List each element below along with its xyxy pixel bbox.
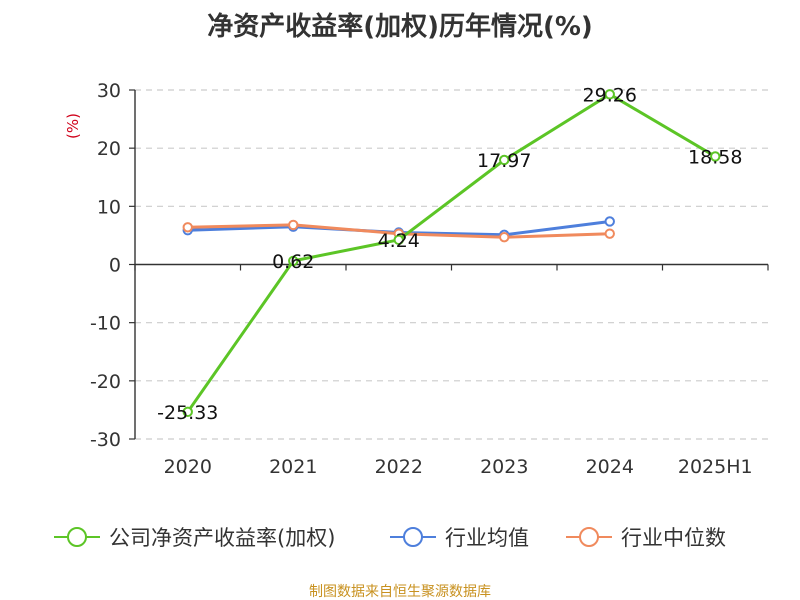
data-point [710, 151, 721, 162]
data-labels: -25.33 0.62 4.24 17.97 29.26 18.58 [157, 84, 742, 424]
data-point [182, 222, 193, 233]
data-label: 0.62 [272, 251, 314, 273]
y-tick-label: 10 [97, 196, 121, 218]
data-label: 17.97 [477, 150, 531, 172]
data-label: 29.26 [583, 84, 637, 106]
data-label: 18.58 [688, 146, 742, 168]
legend-swatch-marker [67, 527, 87, 547]
legend-label: 行业均值 [445, 526, 529, 550]
source-note: 制图数据来自恒生聚源数据库 [309, 584, 491, 600]
data-point [499, 154, 510, 166]
legend-swatch-marker [403, 527, 423, 547]
series-lines [182, 89, 721, 418]
data-point [499, 231, 510, 243]
data-point [182, 406, 193, 418]
x-tick-label: 2025H1 [678, 456, 753, 478]
data-label: -25.33 [157, 402, 218, 424]
data-point [604, 89, 615, 100]
data-label: 4.24 [378, 230, 420, 252]
data-point [288, 219, 299, 231]
y-tick-label: -20 [90, 371, 121, 393]
y-axis-unit-label: (%) [64, 113, 82, 139]
x-tick-label: 2023 [480, 456, 528, 478]
legend: 公司净资产收益率(加权) 行业均值 行业中位数 [54, 526, 726, 550]
y-tick-label: -10 [90, 313, 121, 335]
legend-label: 公司净资产收益率(加权) [109, 526, 335, 550]
legend-swatch-marker [579, 527, 599, 547]
y-tick-label: 20 [97, 138, 121, 160]
x-tick-label: 2022 [375, 456, 423, 478]
x-tick-label: 2020 [164, 456, 212, 478]
axes: 30 20 10 0 -10 -20 -30 2020 2021 2022 2023 2024 2025… [90, 80, 769, 478]
x-tick-label: 2021 [269, 456, 317, 478]
x-tick-label: 2024 [586, 456, 634, 478]
y-tick-label: 0 [109, 255, 121, 277]
data-point [288, 255, 299, 267]
y-tick-label: 30 [97, 80, 121, 102]
chart-title: 净资产收益率(加权)历年情况(%) [207, 11, 593, 42]
legend-label: 行业中位数 [621, 526, 726, 550]
series-line-0 [186, 92, 717, 414]
data-point [393, 234, 404, 246]
y-tick-label: -30 [90, 429, 121, 451]
data-point [604, 216, 615, 227]
data-point [604, 228, 615, 239]
